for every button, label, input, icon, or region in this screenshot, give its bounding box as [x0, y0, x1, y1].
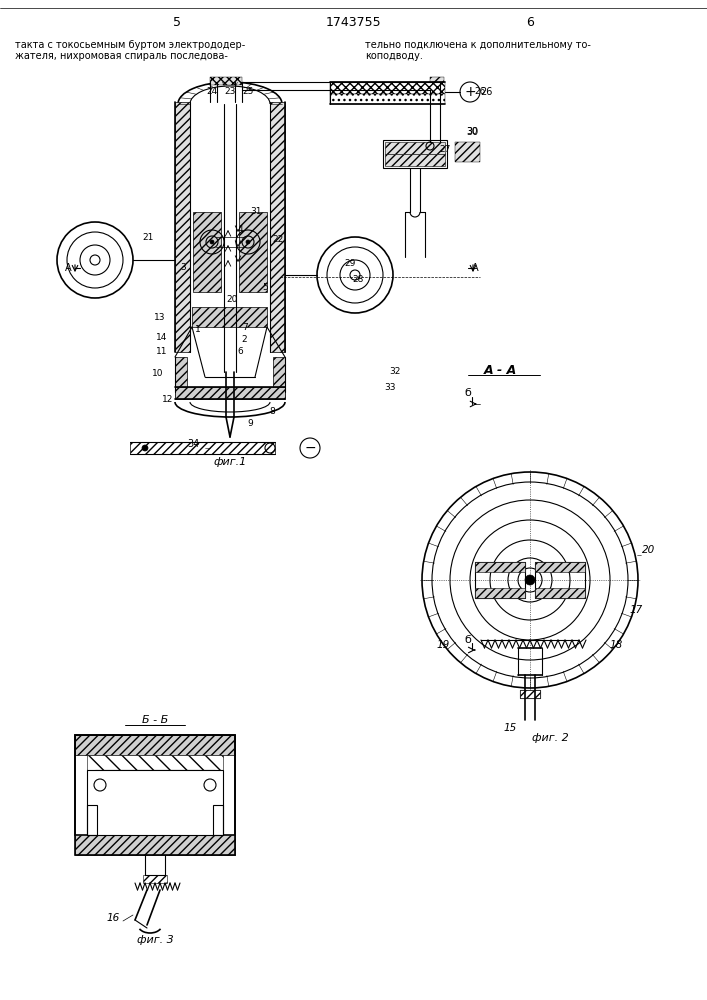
Text: А: А [64, 263, 71, 273]
Bar [330, 94, 445, 104]
Text: Б - Б: Б - Б [142, 715, 168, 725]
Bar [535, 562, 585, 572]
Text: тельно подключена к дополнительному то-: тельно подключена к дополнительному то- [365, 40, 591, 50]
Circle shape [210, 240, 214, 244]
Text: фиг. 3: фиг. 3 [136, 935, 173, 945]
Bar [87, 755, 223, 770]
Bar [95, 770, 215, 805]
Bar [239, 212, 267, 292]
Text: 9: 9 [247, 420, 253, 428]
Text: 10: 10 [152, 369, 164, 378]
Text: 22: 22 [272, 235, 284, 244]
Text: 11: 11 [156, 348, 168, 357]
Text: 2: 2 [241, 336, 247, 344]
Bar [520, 690, 540, 698]
Text: А - А: А - А [484, 363, 517, 376]
Bar [75, 735, 235, 855]
Circle shape [142, 445, 148, 451]
Text: 7: 7 [242, 322, 248, 332]
Text: фиг. 2: фиг. 2 [532, 733, 568, 743]
Text: 21: 21 [142, 232, 153, 241]
Text: 28: 28 [352, 275, 363, 284]
Bar [87, 805, 97, 835]
Bar [520, 690, 540, 698]
Bar [383, 140, 447, 168]
Bar [75, 835, 235, 855]
Bar [455, 142, 480, 162]
Text: б: б [464, 635, 472, 645]
Text: 27: 27 [439, 145, 450, 154]
Bar [87, 820, 223, 835]
Text: 5: 5 [173, 16, 181, 29]
Text: 23: 23 [224, 88, 235, 97]
Text: 26: 26 [474, 88, 486, 97]
Text: 19: 19 [437, 640, 450, 650]
Circle shape [246, 240, 250, 244]
Text: 5: 5 [262, 282, 268, 292]
Bar [143, 875, 167, 883]
Bar [210, 77, 242, 85]
Text: фиг.1: фиг.1 [214, 457, 247, 467]
Text: 16: 16 [106, 913, 119, 923]
Bar [213, 805, 223, 835]
Bar [475, 588, 525, 598]
Text: 24: 24 [206, 88, 218, 97]
Bar [75, 735, 235, 835]
Bar [87, 770, 223, 835]
Text: 17: 17 [630, 605, 643, 615]
Text: жателя, нихромовая спираль последова-: жателя, нихромовая спираль последова- [15, 51, 228, 61]
Bar [130, 442, 275, 454]
Text: 3: 3 [180, 262, 186, 271]
Text: 6: 6 [526, 16, 534, 29]
Text: 12: 12 [163, 395, 174, 404]
Text: +: + [464, 85, 476, 99]
Text: 1: 1 [195, 326, 201, 334]
Text: 13: 13 [154, 312, 165, 322]
Bar [273, 357, 285, 397]
Text: 20: 20 [642, 545, 655, 555]
Text: 30: 30 [466, 127, 478, 136]
Bar [270, 102, 285, 352]
Bar [535, 562, 585, 598]
Text: 32: 32 [390, 367, 401, 376]
Text: 14: 14 [156, 332, 168, 342]
Text: 34: 34 [188, 439, 200, 449]
Text: коподводу.: коподводу. [365, 51, 423, 61]
Text: такта с токосьемным буртом электрододер-: такта с токосьемным буртом электрододер- [15, 40, 245, 50]
Bar [475, 562, 525, 598]
Text: 1743755: 1743755 [325, 16, 381, 29]
Bar [193, 212, 221, 292]
Bar [175, 102, 190, 352]
Text: б: б [464, 388, 472, 398]
Bar [175, 357, 187, 397]
Text: 6: 6 [237, 348, 243, 357]
Bar [175, 387, 285, 399]
Text: 31: 31 [250, 208, 262, 217]
Text: 18: 18 [610, 640, 624, 650]
Bar [385, 154, 445, 166]
Bar [192, 307, 267, 327]
Text: 8: 8 [269, 408, 275, 416]
Circle shape [525, 575, 535, 585]
Text: 29: 29 [344, 259, 356, 268]
Text: 4: 4 [237, 226, 243, 234]
Text: 30: 30 [466, 127, 478, 137]
Text: 33: 33 [384, 382, 396, 391]
Text: А: А [472, 263, 479, 273]
Text: 26: 26 [480, 87, 492, 97]
Text: −: − [304, 441, 316, 455]
Bar [330, 82, 445, 94]
Bar [475, 562, 525, 572]
Text: 20: 20 [226, 296, 238, 304]
Text: 25: 25 [243, 88, 254, 97]
Text: 15: 15 [503, 723, 517, 733]
Bar [385, 142, 445, 154]
Bar [535, 588, 585, 598]
Bar [430, 77, 444, 102]
Bar [75, 735, 235, 755]
